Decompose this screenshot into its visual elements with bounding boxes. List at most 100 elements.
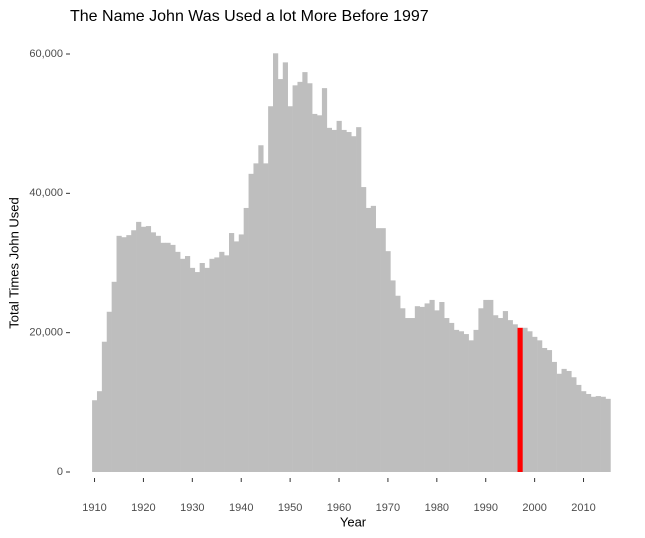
bar: [365, 207, 372, 473]
y-tick-label: 20,000: [29, 327, 63, 339]
bar: [400, 308, 406, 472]
y-tick-label: 0: [57, 466, 63, 478]
bar: [385, 251, 391, 472]
bar: [463, 334, 469, 472]
x-tick-label: 1950: [278, 502, 302, 514]
bar: [546, 350, 553, 472]
bar: [356, 127, 362, 473]
bar: [189, 267, 196, 472]
bar: [600, 396, 606, 472]
x-tick-label: 1990: [473, 502, 497, 514]
bar: [473, 329, 479, 472]
bar: [595, 396, 601, 472]
bar: [551, 361, 557, 472]
x-axis-label: Year: [340, 514, 367, 529]
bar: [321, 88, 328, 473]
x-tick-label: 1920: [131, 502, 155, 514]
bar: [121, 237, 127, 472]
bar: [170, 244, 176, 472]
bar: [302, 72, 308, 472]
bar: [449, 322, 455, 472]
bar: [414, 306, 421, 472]
bar: [175, 251, 181, 472]
bar: [326, 127, 332, 472]
bar: [590, 396, 597, 472]
bar: [209, 258, 215, 472]
bar: [380, 228, 386, 472]
x-tick-label: 1970: [376, 502, 400, 514]
x-tick-label: 1960: [327, 502, 351, 514]
x-tick-label: 2010: [571, 502, 595, 514]
x-tick-label: 1980: [425, 502, 449, 514]
bar: [160, 242, 166, 472]
bar: [140, 226, 147, 472]
bar: [478, 308, 484, 472]
bar: [312, 113, 318, 472]
bar: [522, 327, 528, 472]
bar: [346, 132, 352, 472]
x-tick-label: 2000: [522, 502, 546, 514]
bar: [297, 81, 303, 472]
bar: [194, 272, 200, 472]
bar: [155, 235, 161, 472]
bar: [375, 228, 381, 472]
bar: [429, 299, 435, 472]
bar: [556, 373, 562, 472]
bar: [287, 106, 293, 472]
bar: [126, 235, 132, 472]
bar: [390, 280, 396, 472]
chart-title: The Name John Was Used a lot More Before…: [70, 8, 429, 25]
bar: [453, 329, 460, 472]
bar: [273, 53, 279, 472]
bar: [165, 242, 171, 472]
bar: [180, 258, 186, 472]
bar: [292, 85, 298, 472]
bar: [229, 233, 235, 472]
bar: [532, 336, 538, 472]
bar: [566, 370, 572, 472]
bar: [541, 347, 548, 472]
bar: [512, 324, 518, 472]
bar: [96, 391, 103, 472]
y-axis-label: Total Times John Used: [6, 197, 21, 329]
x-tick-label: 1930: [180, 502, 204, 514]
bar: [576, 384, 582, 472]
bar: [502, 311, 509, 472]
bar: [336, 120, 342, 472]
bar: [527, 331, 533, 472]
bar: [317, 115, 323, 472]
bar: [214, 257, 220, 472]
bar: [111, 281, 117, 472]
bar: [419, 306, 425, 472]
bar: [263, 163, 269, 473]
bar: [468, 340, 474, 472]
y-tick-label: 40,000: [29, 187, 63, 199]
bar: [351, 136, 357, 472]
bar: [605, 398, 611, 472]
bar: [331, 129, 337, 473]
bar: [424, 303, 430, 472]
bar: [248, 173, 254, 472]
bar: [434, 310, 440, 472]
bar: [150, 232, 156, 472]
bar: [307, 83, 313, 472]
bar: [483, 299, 489, 472]
bar: [101, 341, 108, 472]
x-tick-label: 1940: [229, 502, 253, 514]
x-tick-label: 1910: [82, 502, 106, 514]
bar: [585, 393, 592, 472]
bar: [444, 318, 450, 472]
bar: [268, 106, 274, 472]
bar: [497, 318, 504, 472]
bar: [370, 205, 376, 472]
bar: [493, 315, 499, 472]
bar: [253, 163, 259, 473]
bar: [341, 129, 347, 473]
bar: [199, 263, 205, 472]
bar: [395, 295, 401, 472]
bar: [136, 221, 142, 472]
bar: [204, 267, 210, 472]
bar: [116, 235, 122, 472]
bar: [238, 234, 244, 472]
